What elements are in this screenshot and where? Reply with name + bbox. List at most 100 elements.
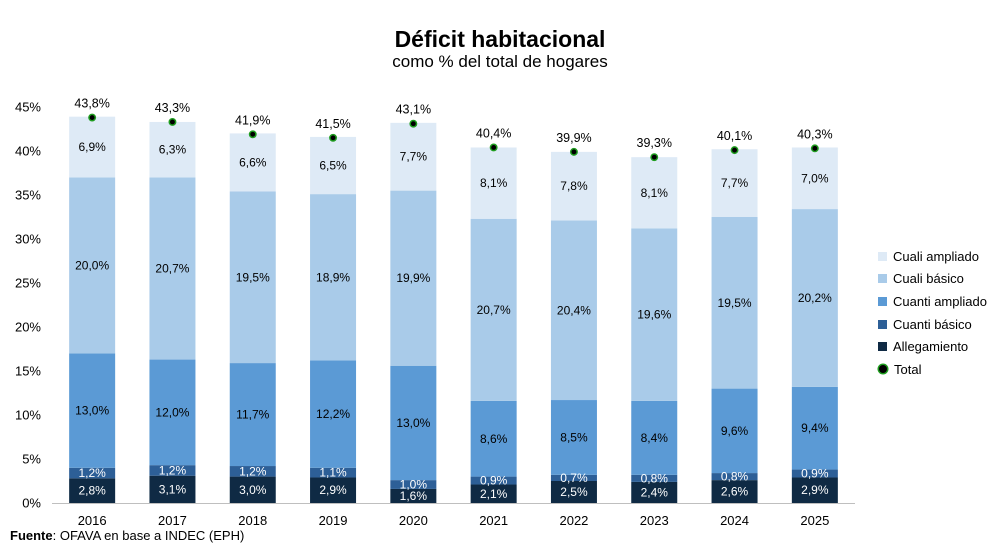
segment-label: 8,1% <box>641 186 669 200</box>
legend-swatch <box>878 274 887 284</box>
bar-segment <box>791 469 838 478</box>
bar-segment <box>149 177 196 360</box>
y-tick-label: 20% <box>15 320 41 335</box>
bar-segment <box>69 467 116 479</box>
bar-segment <box>69 478 116 503</box>
total-label: 40,1% <box>717 129 752 143</box>
legend-item: Cuanti ampliado <box>878 290 987 313</box>
bar-segment <box>791 209 838 387</box>
bar-segment <box>390 480 437 489</box>
segment-label: 1,1% <box>319 466 347 480</box>
segment-label: 0,7% <box>560 471 588 485</box>
bar-segment <box>310 194 357 361</box>
chart-title: Déficit habitacional <box>394 26 606 52</box>
bar-segment <box>711 217 758 389</box>
bar-segment <box>550 481 597 503</box>
legend-item: Allegamiento <box>878 335 987 358</box>
legend-swatch <box>878 342 887 352</box>
bar-segment <box>711 388 758 474</box>
segment-label: 1,6% <box>400 489 428 503</box>
legend-label: Cuali ampliado <box>893 248 979 264</box>
segment-label: 0,9% <box>801 467 829 481</box>
y-tick-label: 40% <box>15 144 41 159</box>
segment-label: 6,3% <box>159 143 187 157</box>
segment-label: 2,1% <box>480 487 508 501</box>
total-marker <box>730 146 739 155</box>
x-tick-label: 2020 <box>399 513 428 528</box>
total-marker <box>248 130 257 139</box>
bar-segment <box>550 474 597 481</box>
segment-label: 6,5% <box>319 159 347 173</box>
segment-label: 1,2% <box>78 466 106 480</box>
total-marker <box>168 118 177 126</box>
x-tick-label: 2021 <box>479 513 508 528</box>
segment-label: 1,0% <box>400 478 428 492</box>
bar-segment <box>470 484 517 503</box>
segment-label: 8,1% <box>480 176 508 190</box>
bar-segment <box>149 359 196 466</box>
bar-segment <box>791 147 838 210</box>
bar-segment <box>229 363 276 467</box>
bar-segment <box>310 467 357 478</box>
bar-segment <box>310 360 357 468</box>
segment-label: 20,2% <box>798 291 832 305</box>
legend-label: Cuali básico <box>893 271 964 287</box>
bar-segment <box>69 353 116 468</box>
bar-segment <box>631 157 678 229</box>
bar-segment <box>791 386 838 470</box>
x-tick-label: 2024 <box>720 513 749 528</box>
total-label: 43,3% <box>155 101 190 115</box>
segment-label: 8,4% <box>641 431 669 445</box>
bar-segment <box>229 191 276 364</box>
bar-segment <box>390 488 437 503</box>
y-tick-label: 5% <box>22 452 41 467</box>
chart-subtitle: como % del total de hogares <box>392 52 608 71</box>
bar-segment <box>791 477 838 503</box>
segment-label: 3,1% <box>159 482 187 496</box>
total-label: 41,9% <box>235 113 270 127</box>
bar-segment <box>229 466 276 477</box>
total-marker <box>88 113 97 122</box>
source-text: : OFAVA en base a INDEC (EPH) <box>52 528 245 543</box>
bar-segment <box>390 190 437 366</box>
segment-label: 19,5% <box>236 270 270 284</box>
segment-label: 0,8% <box>641 471 669 485</box>
y-tick-label: 10% <box>15 408 41 423</box>
total-label: 40,3% <box>797 127 832 141</box>
segment-label: 19,6% <box>637 308 671 322</box>
legend-item: Total <box>878 358 987 381</box>
chart-legend: Cuali ampliado Cuali básico Cuanti ampliad… <box>878 245 987 381</box>
segment-label: 6,6% <box>239 155 267 169</box>
source-label: Fuente <box>10 528 53 543</box>
y-tick-label: 15% <box>15 364 41 379</box>
total-marker <box>570 147 578 156</box>
bar-segment <box>550 220 597 401</box>
y-tick-label: 0% <box>22 496 41 511</box>
legend-label: Total <box>894 361 922 377</box>
segment-label: 2,9% <box>801 483 829 497</box>
legend-label: Cuanti básico <box>893 316 972 332</box>
legend-item: Cuali ampliado <box>878 245 987 268</box>
legend-swatch <box>878 251 887 261</box>
legend-marker <box>879 365 887 374</box>
segment-label: 6,9% <box>78 140 106 154</box>
total-label: 41,5% <box>315 117 350 131</box>
bar-segment <box>631 400 678 475</box>
segment-label: 7,0% <box>801 171 829 185</box>
segment-label: 2,8% <box>78 484 106 498</box>
source-note: Fuente: OFAVA en base a INDEC (EPH) <box>10 528 244 543</box>
segment-label: 1,2% <box>159 463 187 477</box>
segment-label: 2,5% <box>560 485 588 499</box>
bar-segment <box>229 133 276 192</box>
segment-label: 18,9% <box>316 270 350 284</box>
total-marker <box>409 119 418 128</box>
segment-label: 8,6% <box>480 432 508 446</box>
segment-label: 19,9% <box>396 271 430 285</box>
bar-segment <box>631 474 678 482</box>
y-tick-label: 30% <box>15 232 41 247</box>
x-tick-label: 2018 <box>238 513 267 528</box>
x-tick-label: 2017 <box>158 513 187 528</box>
legend-swatch <box>878 319 887 329</box>
segment-label: 2,4% <box>641 485 669 499</box>
bar-segment <box>390 365 437 481</box>
